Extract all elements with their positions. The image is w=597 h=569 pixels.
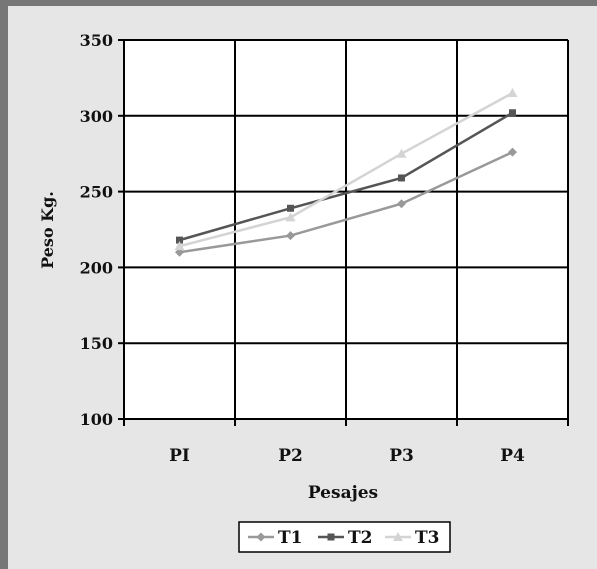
data-point — [285, 212, 296, 222]
chart-border-left — [0, 0, 8, 569]
data-point — [397, 199, 406, 209]
legend-entry: T2 — [318, 528, 372, 548]
legend: T1 T2 T3 — [238, 521, 451, 553]
x-tick-labels: PI P2 P3 P4 — [169, 446, 525, 466]
chart-border-top — [0, 0, 597, 6]
data-point — [176, 236, 183, 244]
data-point — [508, 147, 517, 157]
series-t3 — [174, 88, 518, 251]
gridlines — [123, 39, 569, 420]
data-point — [507, 88, 518, 98]
series-line — [179, 111, 514, 242]
x-axis-label: Pesajes — [308, 483, 378, 503]
legend-entry: T1 — [248, 528, 302, 548]
x-tick-label: PI — [169, 446, 190, 466]
data-point — [509, 109, 516, 117]
legend-entry: T3 — [385, 528, 439, 548]
data-point — [398, 174, 405, 182]
legend-label: T2 — [348, 528, 372, 548]
x-tick-label: P4 — [500, 446, 525, 466]
series-line — [179, 91, 514, 248]
y-tick-label: 150 — [80, 334, 113, 353]
legend-label: T3 — [415, 528, 439, 548]
series-t1 — [175, 147, 517, 257]
legend-box — [238, 521, 451, 553]
legend-entries: T1 T2 T3 — [248, 528, 439, 548]
data-point — [396, 148, 407, 158]
y-tick-label: 350 — [80, 31, 113, 50]
legend-marker — [393, 532, 403, 541]
y-tick-label: 300 — [80, 107, 113, 126]
x-tick-label: P2 — [278, 446, 303, 466]
y-tick-labels: 100 150 200 250 300 350 — [80, 31, 113, 429]
legend-marker — [256, 532, 266, 542]
series-t2 — [176, 109, 516, 244]
data-point — [286, 231, 295, 241]
x-tick-label: P3 — [389, 446, 414, 466]
y-tick-label: 200 — [80, 258, 113, 277]
data-point — [287, 204, 294, 212]
y-axis-label: Peso Kg. — [38, 191, 57, 269]
series-line — [179, 151, 514, 254]
axes — [118, 39, 569, 426]
y-tick-label: 250 — [80, 183, 113, 202]
legend-marker — [327, 533, 335, 541]
plot-area: 100 150 200 250 300 350 PI P2 P3 P4 — [80, 31, 569, 466]
data-point — [174, 241, 185, 251]
legend-label: T1 — [278, 528, 302, 548]
series-lines — [174, 88, 518, 257]
y-tick-label: 100 — [80, 410, 113, 429]
